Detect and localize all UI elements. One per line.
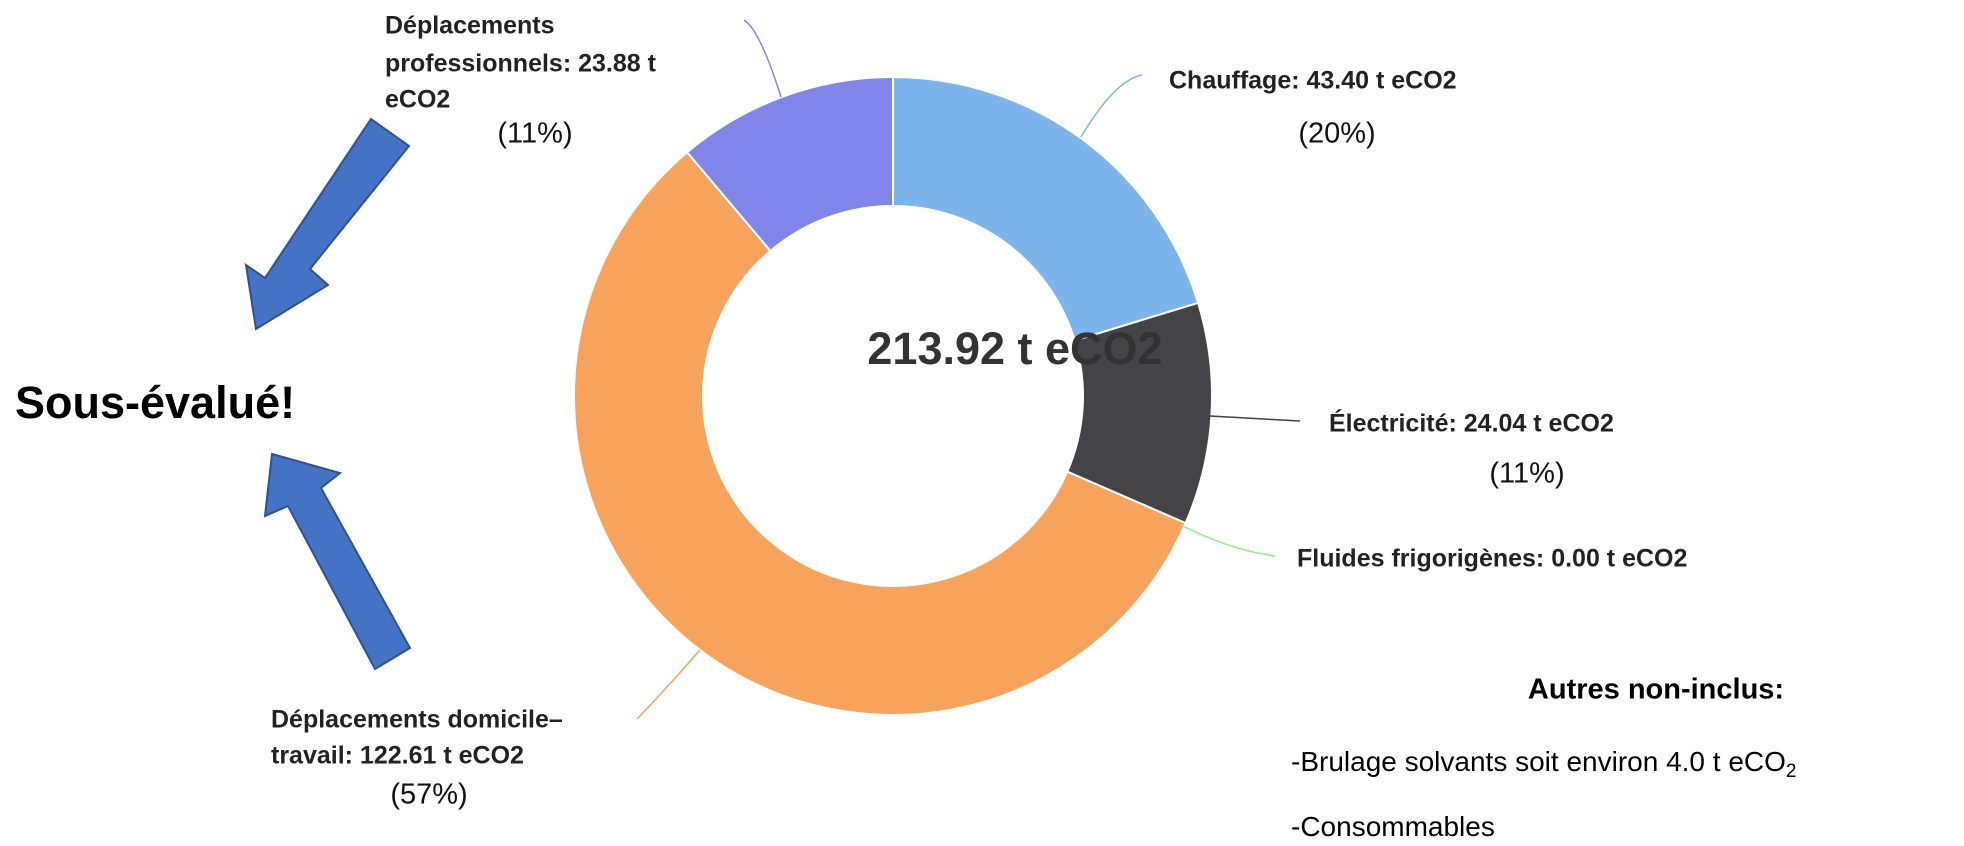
slice [892, 75, 1200, 342]
data-label: Chauffage: 43.40 t eCO2 [1169, 67, 1457, 95]
data-label: Électricité: 24.04 t eCO2 [1329, 409, 1614, 438]
data-label: travail: 122.61 t eCO2 [271, 742, 524, 770]
connector [636, 649, 701, 720]
donut [573, 75, 1213, 716]
data-label: Déplacements [385, 12, 555, 40]
data-label: eCO2 [385, 86, 450, 114]
annotation: Sous-évalué! [15, 377, 295, 428]
arrow-up [263, 452, 412, 671]
slice [685, 75, 894, 253]
center-label: 213.92 t eCO2 [867, 323, 1162, 374]
connector [1080, 74, 1143, 138]
notes-title: Autres non-inclus: [1528, 674, 1784, 706]
note: -Consommables [1291, 811, 1495, 842]
percent-label: (11%) [497, 118, 572, 150]
data-label: professionnels: 23.88 t [385, 50, 657, 78]
percent-label: (57%) [390, 779, 467, 811]
arrow-down [244, 117, 411, 331]
data-label: Fluides frigorigènes: 0.00 t eCO2 [1297, 545, 1687, 573]
connector [743, 19, 782, 98]
connector [1209, 415, 1301, 422]
slice [573, 150, 1187, 716]
data-label: Déplacements domicile– [271, 706, 563, 734]
percent-label: (20%) [1298, 118, 1375, 150]
note-subscript: 2 [1786, 761, 1797, 782]
note-text: -Consommables [1291, 811, 1495, 842]
note: -Brulage solvants soit environ 4.0 t eCO… [1291, 746, 1797, 782]
connector [1180, 524, 1276, 557]
note-text: -Brulage solvants soit environ 4.0 t eCO [1291, 746, 1786, 777]
percent-label: (11%) [1489, 458, 1564, 490]
